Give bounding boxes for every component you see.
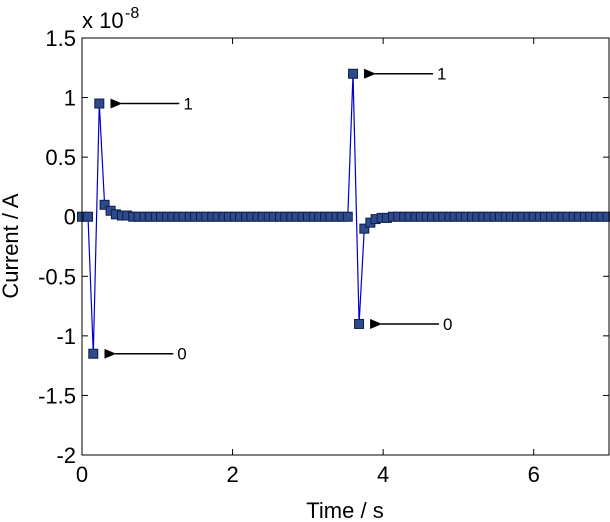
y-tick-label: 0.5 xyxy=(45,145,76,170)
data-point xyxy=(348,68,359,79)
y-tick-label: -0.5 xyxy=(38,264,76,289)
data-point xyxy=(602,211,610,222)
x-axis-label: Time / s xyxy=(306,498,383,522)
y-tick-label: 1 xyxy=(64,86,76,111)
y-multiplier-exponent: -8 xyxy=(125,5,139,22)
axis-ticks: 0 2 4 6 1.5 1 0.5 0 -0.5 -1 -1.5 -2 xyxy=(38,26,609,487)
y-tick-label: 1.5 xyxy=(45,26,76,51)
annotation-label: 0 xyxy=(443,315,452,334)
y-multiplier-label: x 10 xyxy=(82,8,124,33)
x-tick-label: 4 xyxy=(377,462,389,487)
data-point xyxy=(94,98,105,109)
y-tick-label: -2 xyxy=(56,443,76,468)
data-point xyxy=(83,211,94,222)
plot-frame xyxy=(81,37,610,456)
data-point xyxy=(99,199,110,210)
annotation-label: 1 xyxy=(183,95,192,114)
data-point xyxy=(359,223,370,234)
y-tick-label: -1 xyxy=(56,324,76,349)
x-tick-label: 6 xyxy=(528,462,540,487)
y-axis-label: Current / A xyxy=(0,193,23,298)
data-point xyxy=(354,318,365,329)
annotation-label: 0 xyxy=(177,345,186,364)
x-tick-label: 0 xyxy=(76,462,88,487)
x-tick-label: 2 xyxy=(226,462,238,487)
annotations-group: 1 0 1 0 xyxy=(104,65,453,364)
plot-area xyxy=(82,38,609,455)
y-tick-label: -1.5 xyxy=(38,383,76,408)
data-point xyxy=(342,211,353,222)
y-tick-label: 0 xyxy=(64,205,76,230)
annotation-label: 1 xyxy=(437,65,446,84)
data-point xyxy=(88,348,99,359)
